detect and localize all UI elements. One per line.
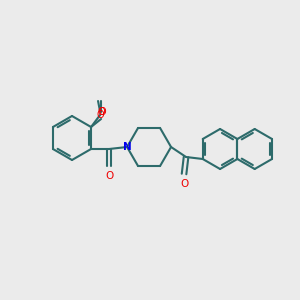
- Text: O: O: [98, 107, 106, 117]
- Text: O: O: [97, 107, 105, 117]
- Text: N: N: [123, 142, 131, 152]
- Text: O: O: [180, 179, 188, 189]
- Text: O: O: [105, 171, 113, 181]
- Text: O: O: [96, 110, 104, 120]
